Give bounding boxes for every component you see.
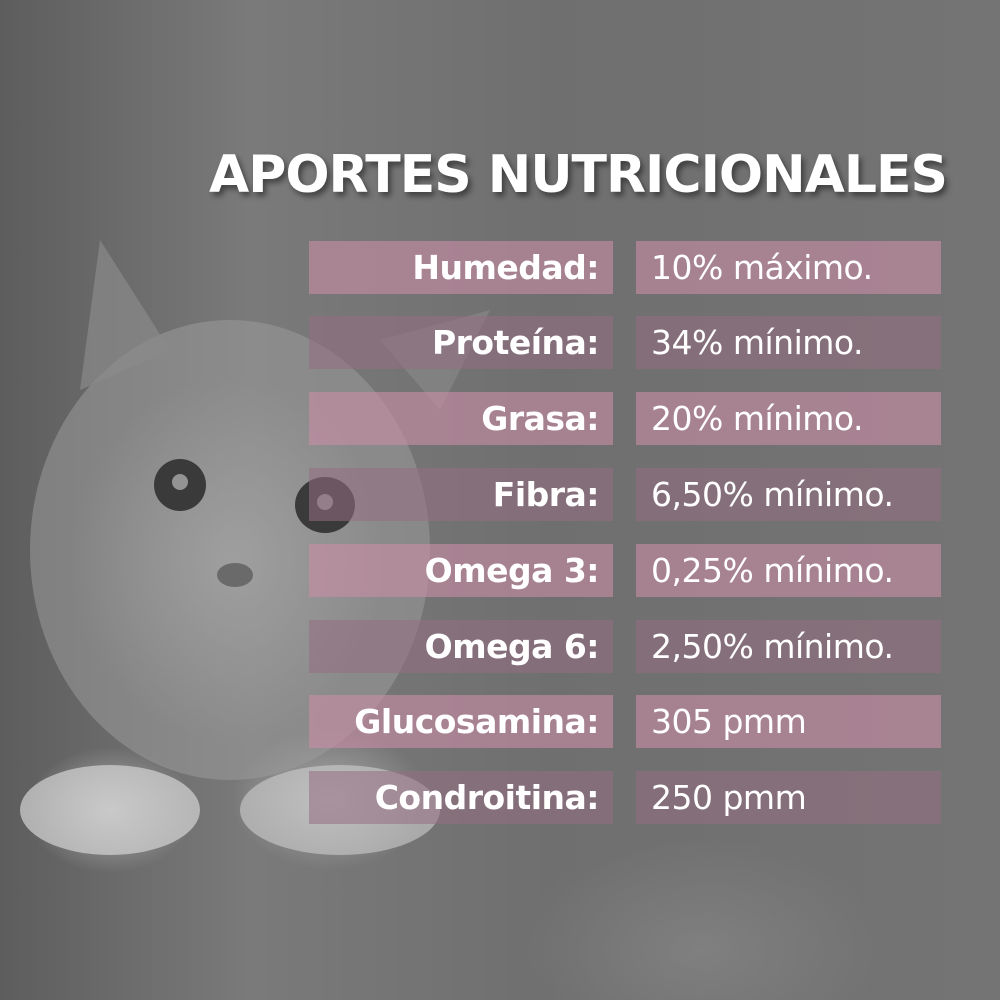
nutrient-label: Omega 6: [309,620,613,673]
nutrient-row: Grasa: 20% mínimo. [309,392,941,445]
nutrient-value: 20% mínimo. [636,392,941,445]
nutrient-label: Condroitina: [309,771,613,824]
nutrient-label: Glucosamina: [309,695,613,748]
nutrient-value: 305 pmm [636,695,941,748]
nutrient-row: Condroitina: 250 pmm [309,771,941,824]
nutrient-value: 2,50% mínimo. [636,620,941,673]
nutrient-row: Omega 3: 0,25% mínimo. [309,544,941,597]
nutrient-row: Fibra: 6,50% mínimo. [309,468,941,521]
nutrient-value: 6,50% mínimo. [636,468,941,521]
nutrient-value: 0,25% mínimo. [636,544,941,597]
nutrient-row: Glucosamina: 305 pmm [309,695,941,748]
nutrient-label: Omega 3: [309,544,613,597]
nutrient-label: Grasa: [309,392,613,445]
nutrient-value: 34% mínimo. [636,316,941,369]
nutrient-row: Omega 6: 2,50% mínimo. [309,620,941,673]
nutrient-value: 250 pmm [636,771,941,824]
nutrient-row: Humedad: 10% máximo. [309,241,941,294]
nutrient-label: Fibra: [309,468,613,521]
nutrient-label: Humedad: [309,241,613,294]
page-title: APORTES NUTRICIONALES [208,145,948,205]
nutrient-label: Proteína: [309,316,613,369]
nutrient-value: 10% máximo. [636,241,941,294]
nutrient-row: Proteína: 34% mínimo. [309,316,941,369]
